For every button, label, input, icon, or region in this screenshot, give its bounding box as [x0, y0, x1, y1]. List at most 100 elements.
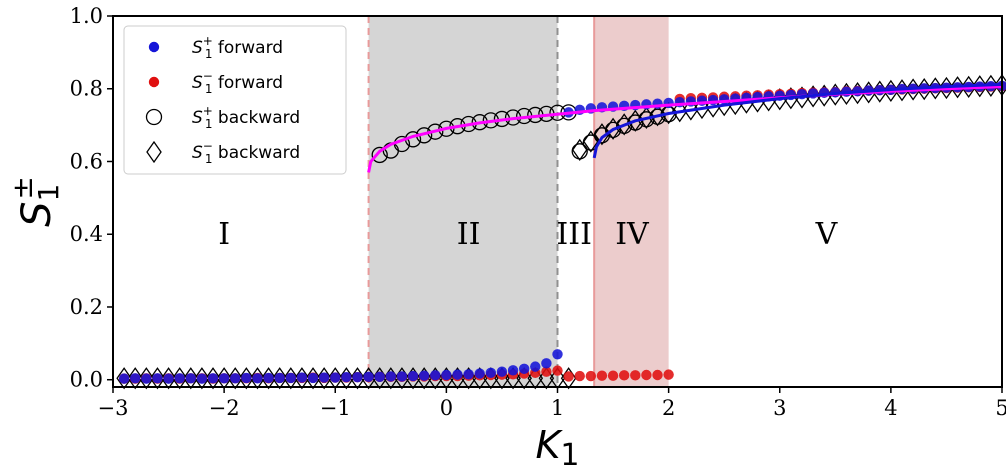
legend-label: S+ 1 backward — [192, 104, 300, 131]
data-series — [116, 73, 1006, 390]
data-point — [263, 372, 274, 384]
data-point — [271, 367, 288, 390]
data-point — [163, 373, 174, 384]
legend-marker-diamond — [146, 140, 162, 164]
data-point — [152, 373, 163, 384]
axis-titles: K1 S1± — [6, 176, 580, 466]
x-tick-label: 5 — [995, 396, 1006, 420]
region-labels: I II III IV V — [218, 217, 838, 252]
legend-entry-4: S− 1 backward — [146, 139, 300, 166]
data-point — [538, 367, 555, 390]
x-tick-label: −1 — [320, 396, 351, 420]
y-tick-label: 0.2 — [70, 295, 103, 319]
data-point — [218, 373, 230, 384]
y-axis-title: S1± — [6, 176, 65, 227]
region-label-5: V — [815, 217, 839, 252]
data-point — [949, 76, 966, 99]
y-tick-label: 0.8 — [70, 77, 103, 101]
data-point — [149, 367, 166, 390]
y-tick-label: 1.0 — [70, 4, 103, 28]
data-point — [127, 367, 144, 390]
data-point — [541, 358, 552, 369]
y-axis-title-text: S1± — [6, 176, 65, 227]
data-point — [452, 369, 463, 380]
data-point — [118, 373, 130, 384]
data-point — [171, 367, 188, 390]
data-point — [463, 369, 474, 380]
theory-curves — [367, 82, 1003, 173]
x-axis-title: K1 — [535, 423, 579, 466]
data-point — [307, 372, 319, 384]
data-point — [618, 370, 630, 381]
data-point — [260, 367, 277, 390]
data-point — [552, 349, 563, 360]
region-label-1: I — [218, 217, 230, 252]
shaded-region-1 — [368, 16, 558, 387]
data-point — [574, 370, 585, 382]
legend-label: S+ 1 forward — [192, 34, 283, 61]
data-point — [596, 370, 608, 381]
data-point — [541, 366, 552, 377]
legend-marker-circle — [145, 108, 163, 126]
data-point — [116, 367, 132, 390]
boundary-lines — [367, 16, 596, 387]
data-point — [196, 373, 208, 384]
data-point — [130, 373, 141, 384]
y-tick-label: 0.4 — [70, 222, 103, 246]
data-point — [316, 367, 332, 390]
legend-box — [123, 25, 347, 175]
data-point — [241, 372, 252, 384]
y-tick-label: 0.6 — [70, 149, 103, 173]
data-point — [352, 371, 363, 383]
data-point — [971, 75, 988, 98]
y-axis-ticks: 0.0 0.2 0.4 0.6 0.8 1.0 — [70, 4, 113, 392]
data-point — [485, 367, 497, 379]
data-point — [916, 77, 933, 101]
data-point — [407, 370, 419, 382]
data-point — [430, 370, 441, 381]
data-point — [418, 370, 430, 381]
region-label-4: IV — [615, 217, 650, 252]
data-point — [905, 78, 921, 101]
data-point — [371, 146, 388, 164]
legend: S+ 1 forward S− 1 forward S+ 1 backward S− 1 ba… — [123, 25, 347, 175]
data-point — [563, 371, 574, 382]
data-point — [593, 127, 611, 144]
data-point — [663, 369, 674, 380]
x-axis-ticks: −3 −2 −1 0 1 2 3 4 5 — [98, 387, 1006, 420]
legend-entry-1: S+ 1 forward — [148, 34, 283, 61]
theory-curve-2 — [592, 82, 1003, 159]
data-point — [230, 373, 241, 384]
data-point — [227, 367, 244, 390]
data-point — [205, 367, 221, 390]
data-point — [249, 367, 266, 390]
data-point — [330, 372, 341, 383]
legend-label: S− 1 forward — [192, 69, 283, 96]
data-point — [305, 367, 321, 390]
data-point — [938, 76, 955, 100]
data-point — [571, 143, 588, 160]
x-tick-label: 2 — [662, 396, 675, 420]
x-tick-label: 0 — [440, 396, 453, 420]
data-point — [341, 371, 352, 383]
data-point — [607, 370, 619, 381]
legend-marker-dot — [148, 41, 160, 53]
legend-marker-dot — [148, 76, 160, 88]
data-point — [182, 367, 199, 390]
data-point — [630, 370, 641, 381]
legend-label: S− 1 backward — [192, 139, 300, 166]
data-point — [604, 121, 622, 138]
data-point — [652, 369, 663, 381]
data-point — [585, 370, 597, 382]
data-point — [185, 373, 196, 384]
region-label-2: II — [457, 217, 481, 252]
data-point — [552, 365, 563, 376]
data-point — [138, 367, 155, 390]
legend-entry-3: S+ 1 backward — [145, 104, 300, 131]
data-point — [283, 367, 299, 390]
data-point — [296, 372, 308, 383]
x-tick-label: 1 — [551, 396, 564, 420]
data-point — [252, 373, 263, 384]
x-tick-label: 4 — [884, 396, 897, 420]
